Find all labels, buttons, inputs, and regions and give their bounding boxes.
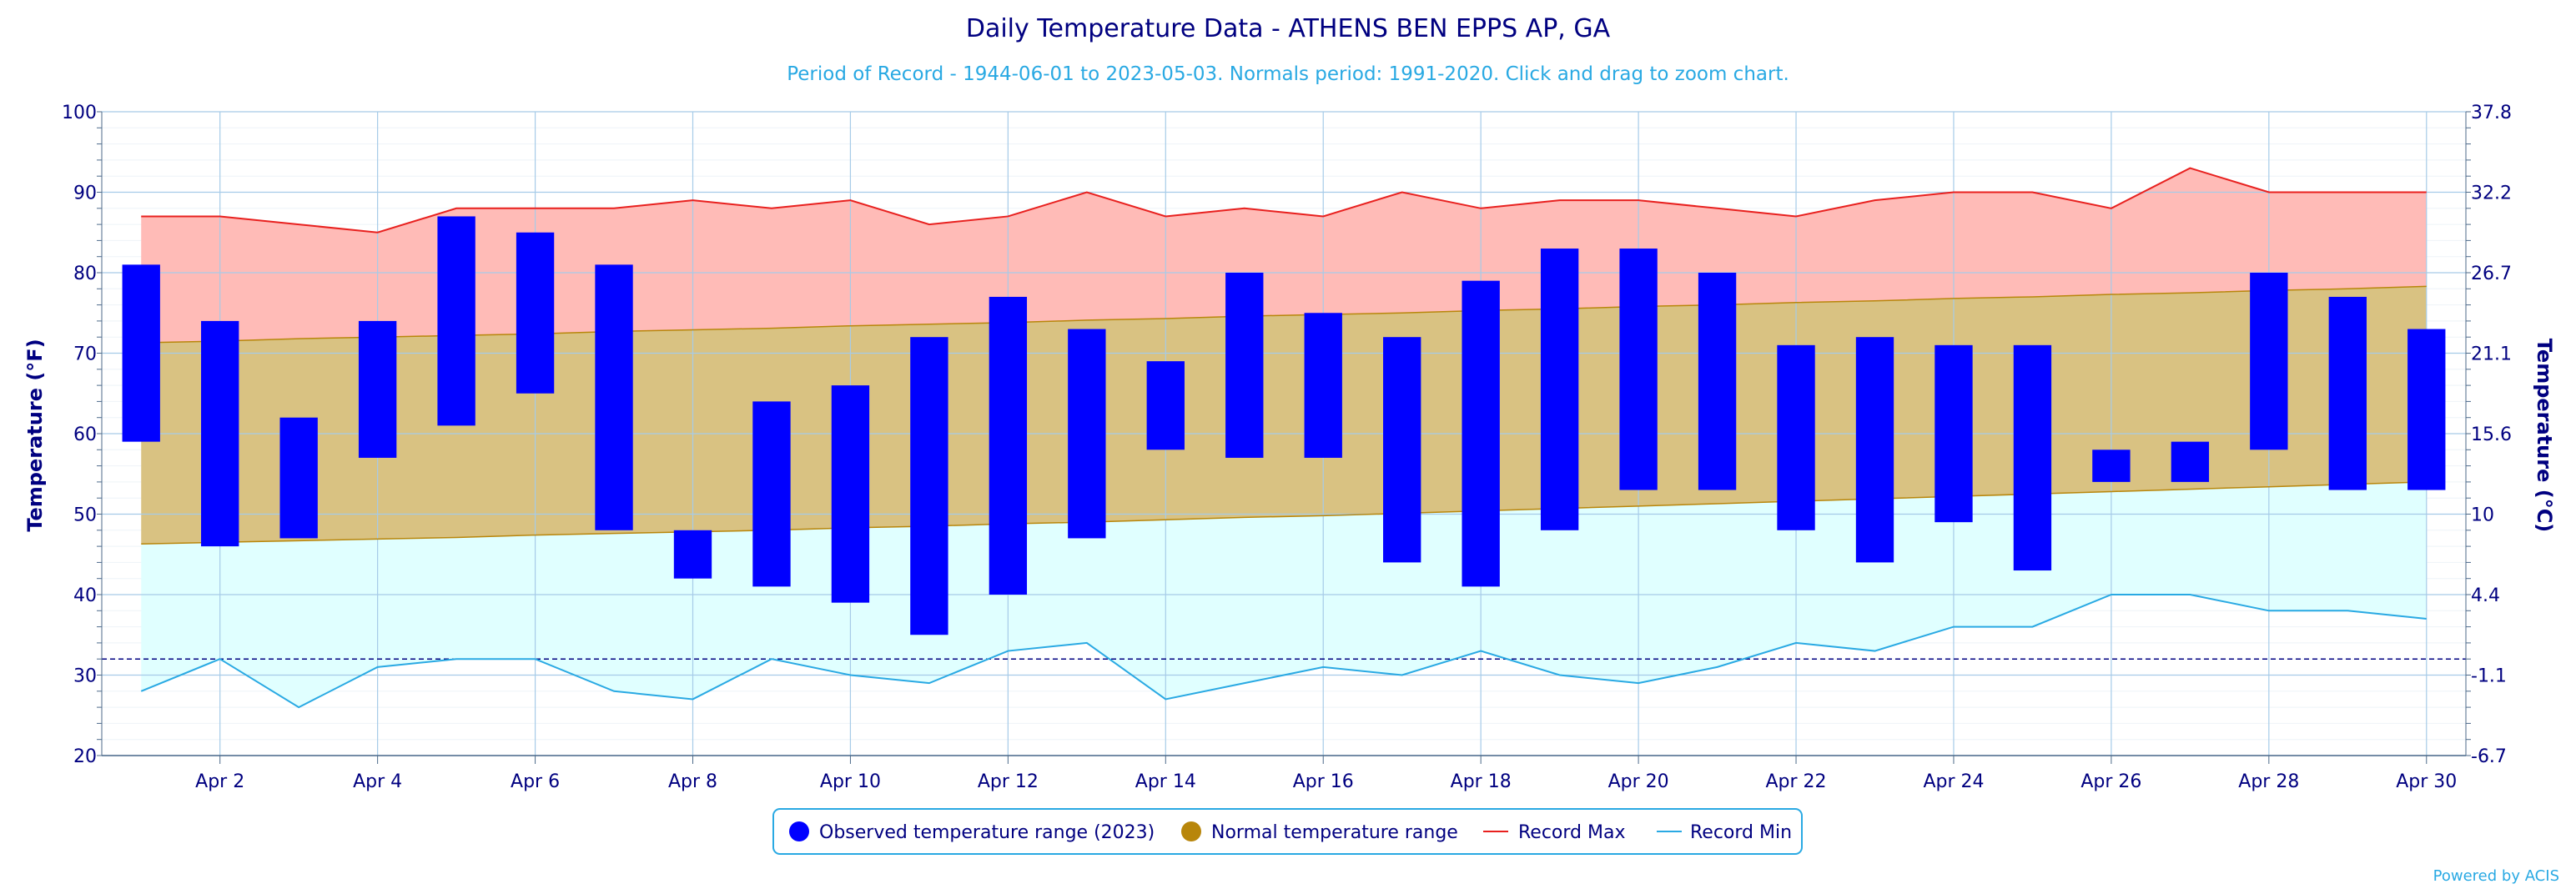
x-tick-label: Apr 10 [820, 771, 881, 792]
legend-normal-label[interactable]: Normal temperature range [1211, 822, 1458, 843]
plot-area[interactable]: 20 -6.7 30 -1.1 40 4.4 50 10 60 15.6 70 21.1 80 26.7 9… [62, 103, 2512, 792]
y-tick-label-left: 100 [62, 103, 97, 123]
x-tick-label: Apr 20 [1608, 771, 1669, 792]
y-tick-label-right: 10 [2471, 505, 2494, 526]
observed-range-bar[interactable] [1068, 329, 1106, 539]
chart-subtitle: Period of Record - 1944-06-01 to 2023-05… [787, 63, 1789, 85]
y-tick-label-right: 21.1 [2471, 344, 2512, 365]
x-tick-label: Apr 26 [2080, 771, 2141, 792]
legend-box [772, 808, 1803, 855]
observed-range-bar[interactable] [2092, 450, 2131, 482]
x-tick-label: Apr 12 [978, 771, 1039, 792]
observed-range-bar[interactable] [2250, 273, 2288, 450]
y-tick-label-left: 50 [73, 505, 97, 526]
observed-range-bar[interactable] [1855, 337, 1894, 563]
observed-range-bar[interactable] [201, 320, 239, 547]
y-tick-label-right: -6.7 [2471, 746, 2507, 767]
y-tick-label-left: 80 [73, 264, 97, 284]
record-min-line[interactable] [140, 594, 2427, 709]
legend: Observed temperature range (2023) Normal… [772, 808, 1803, 855]
observed-range-bar[interactable] [1935, 344, 1973, 523]
y-tick-label-left: 60 [73, 424, 97, 445]
observed-range-bar[interactable] [2013, 344, 2052, 571]
observed-range-bar[interactable] [1540, 249, 1579, 530]
observed-range-bar[interactable] [437, 216, 475, 426]
x-tick-label: Apr 18 [1451, 771, 1512, 792]
record-max-band [141, 168, 2427, 343]
y-tick-label-left: 90 [73, 183, 97, 204]
observed-range-bar[interactable] [752, 401, 791, 587]
observed-range-bar[interactable] [1698, 273, 1737, 490]
observed-range-bar[interactable] [516, 232, 555, 394]
y-axis-label-left: Temperature (°F) [23, 339, 47, 531]
observed-range-bar[interactable] [1777, 344, 1815, 530]
observed-range-bar[interactable] [2328, 296, 2367, 490]
y-tick-label-right: 4.4 [2471, 585, 2500, 606]
observed-range-bar[interactable] [2171, 441, 2210, 482]
observed-range-bar[interactable] [1619, 249, 1658, 490]
x-tick-label: Apr 24 [1923, 771, 1984, 792]
y-tick-label-left: 70 [73, 344, 97, 365]
observed-range-bar[interactable] [1146, 361, 1185, 450]
y-axis-label-right: Temperature (°C) [2533, 339, 2556, 533]
y-tick-label-right: 26.7 [2471, 264, 2512, 284]
y-tick-label-left: 20 [73, 746, 97, 767]
observed-range-bar[interactable] [989, 296, 1028, 595]
observed-range-bar[interactable] [1383, 337, 1421, 563]
y-tick-label-right: 15.6 [2471, 424, 2512, 445]
legend-record-max-label[interactable]: Record Max [1518, 822, 1626, 843]
observed-range-bar[interactable] [122, 264, 160, 442]
x-tick-label: Apr 28 [2238, 771, 2299, 792]
observed-range-bar[interactable] [1225, 273, 1264, 458]
y-tick-label-right: -1.1 [2471, 666, 2507, 687]
y-tick-label-left: 30 [73, 666, 97, 687]
x-tick-label: Apr 14 [1135, 771, 1196, 792]
observed-range-bar[interactable] [673, 530, 712, 579]
chart-title: Daily Temperature Data - ATHENS BEN EPPS… [966, 14, 1611, 43]
observed-range-bar[interactable] [279, 417, 318, 539]
x-tick-label: Apr 16 [1293, 771, 1354, 792]
observed-range-bar[interactable] [1462, 280, 1500, 587]
observed-range-bar[interactable] [831, 385, 870, 603]
record-max-line[interactable] [141, 167, 2427, 234]
observed-range-bar[interactable] [1304, 313, 1342, 458]
credits-link[interactable]: Powered by ACIS [2433, 867, 2559, 885]
y-tick-label-left: 40 [73, 585, 97, 606]
legend-observed-swatch[interactable] [789, 821, 809, 841]
observed-range-bar[interactable] [595, 264, 633, 530]
legend-record-min-label[interactable]: Record Min [1690, 822, 1792, 843]
y-tick-label-right: 37.8 [2471, 103, 2512, 123]
legend-normal-swatch[interactable] [1181, 821, 1201, 841]
y-tick-label-right: 32.2 [2471, 183, 2512, 204]
x-tick-label: Apr 30 [2396, 771, 2457, 792]
x-tick-label: Apr 22 [1766, 771, 1827, 792]
normal-range-band [141, 286, 2427, 545]
observed-range-bar[interactable] [358, 320, 397, 458]
legend-observed-label[interactable]: Observed temperature range (2023) [819, 822, 1155, 843]
x-tick-label: Apr 2 [195, 771, 244, 792]
x-tick-label: Apr 6 [511, 771, 560, 792]
x-tick-label: Apr 4 [353, 771, 402, 792]
x-tick-label: Apr 8 [668, 771, 717, 792]
observed-range-bar[interactable] [910, 337, 948, 635]
observed-range-bar[interactable] [2407, 329, 2446, 490]
